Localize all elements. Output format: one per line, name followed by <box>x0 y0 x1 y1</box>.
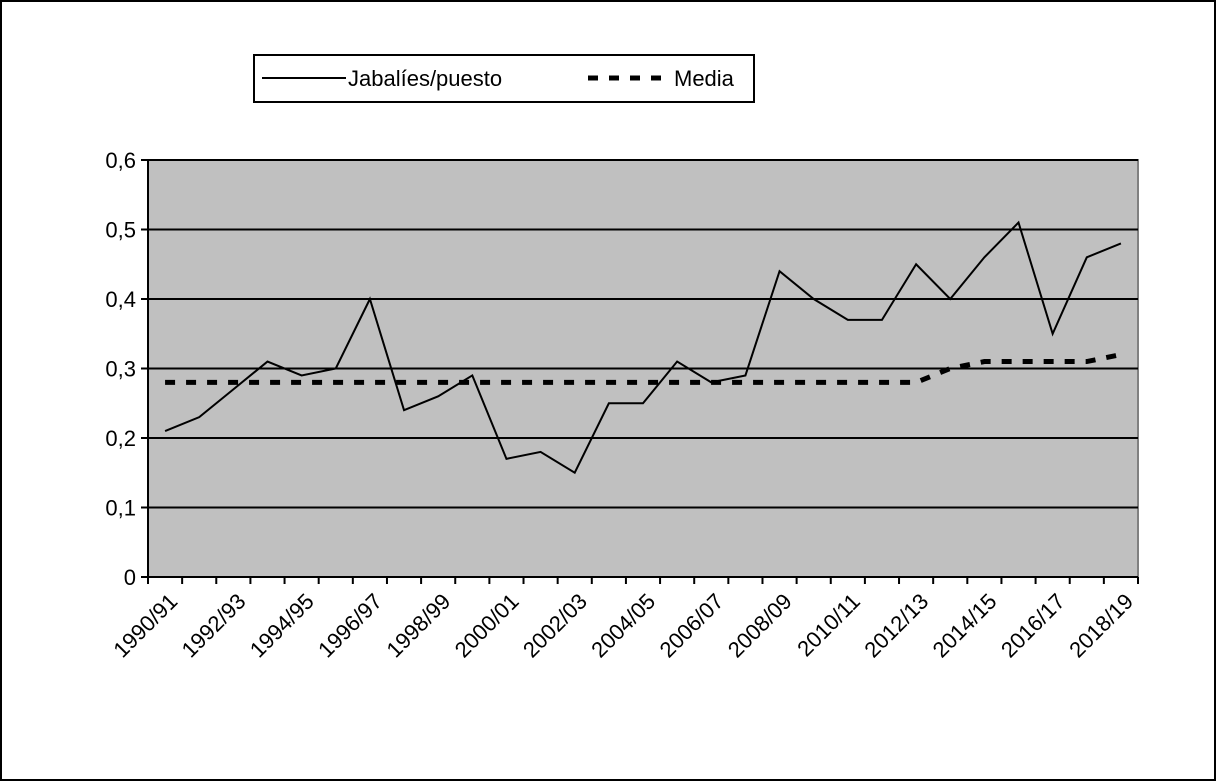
series-line <box>164 220 1122 475</box>
legend-label: Media <box>674 66 735 91</box>
y-tick-label: 0 <box>124 565 136 590</box>
legend-label: Jabalíes/puesto <box>348 66 502 91</box>
y-tick-label: 0,4 <box>105 287 136 312</box>
y-tick-label: 0,3 <box>105 357 136 382</box>
series-line <box>165 352 1122 385</box>
y-tick-label: 0,2 <box>105 426 136 451</box>
y-tick-label: 0,1 <box>105 496 136 521</box>
y-tick-label: 0,6 <box>105 148 136 173</box>
y-tick-label: 0,5 <box>105 218 136 243</box>
